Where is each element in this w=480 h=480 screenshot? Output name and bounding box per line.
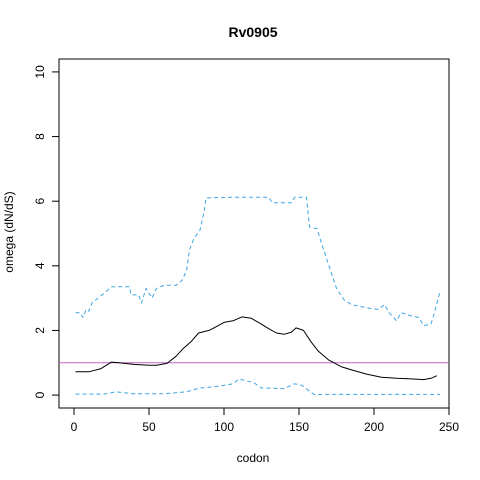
y-tick-label: 0	[33, 391, 47, 398]
y-tick-label: 2	[33, 327, 47, 334]
x-tick-label: 100	[214, 420, 234, 434]
plot-box	[58, 58, 450, 409]
x-tick-label: 200	[364, 420, 384, 434]
x-tick-label: 0	[71, 420, 78, 434]
x-axis: 0 50 100 150 200 250	[71, 407, 459, 434]
chart-title: Rv0905	[228, 24, 277, 40]
x-tick-label: 150	[289, 420, 309, 434]
x-axis-label: codon	[237, 451, 270, 465]
series-line-estimate	[75, 316, 438, 381]
y-tick-label: 4	[33, 262, 47, 269]
y-tick-label: 8	[33, 133, 47, 140]
series-layer	[59, 196, 449, 395]
y-axis-label: omega (dN/dS)	[2, 191, 16, 272]
series-line-lower	[75, 378, 440, 395]
x-tick-label: 250	[439, 420, 459, 434]
y-tick-label: 6	[33, 198, 47, 205]
y-axis: 0 2 4 6 8 10	[33, 65, 60, 398]
x-tick-label: 50	[142, 420, 156, 434]
y-tick-label: 10	[33, 65, 47, 79]
series-line-upper	[75, 196, 441, 327]
